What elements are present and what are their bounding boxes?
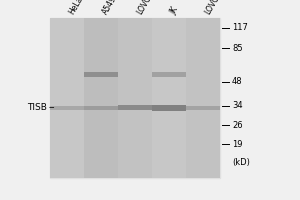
- Text: A549: A549: [101, 0, 119, 16]
- Text: HeLa: HeLa: [67, 0, 85, 16]
- Text: (kD): (kD): [232, 158, 250, 166]
- Bar: [84, 106, 118, 110]
- Text: JK: JK: [169, 5, 180, 16]
- Text: 85: 85: [232, 44, 243, 53]
- Bar: [186, 18, 220, 178]
- Bar: [118, 105, 152, 110]
- Bar: [50, 18, 84, 178]
- Text: TISB: TISB: [27, 103, 47, 112]
- Bar: [152, 18, 186, 178]
- Bar: [50, 106, 84, 110]
- Bar: [152, 105, 186, 111]
- Bar: [84, 18, 118, 178]
- Bar: [152, 72, 186, 76]
- Text: LOVO: LOVO: [135, 0, 153, 16]
- Bar: [186, 106, 220, 110]
- Text: 117: 117: [232, 23, 248, 32]
- Text: --: --: [49, 103, 56, 112]
- Bar: [50, 18, 220, 178]
- Text: LOVO: LOVO: [203, 0, 221, 16]
- Text: 19: 19: [232, 140, 242, 149]
- Text: 48: 48: [232, 77, 243, 86]
- Text: 34: 34: [232, 102, 243, 110]
- Bar: [118, 18, 152, 178]
- Text: 26: 26: [232, 121, 243, 130]
- Bar: [84, 72, 118, 76]
